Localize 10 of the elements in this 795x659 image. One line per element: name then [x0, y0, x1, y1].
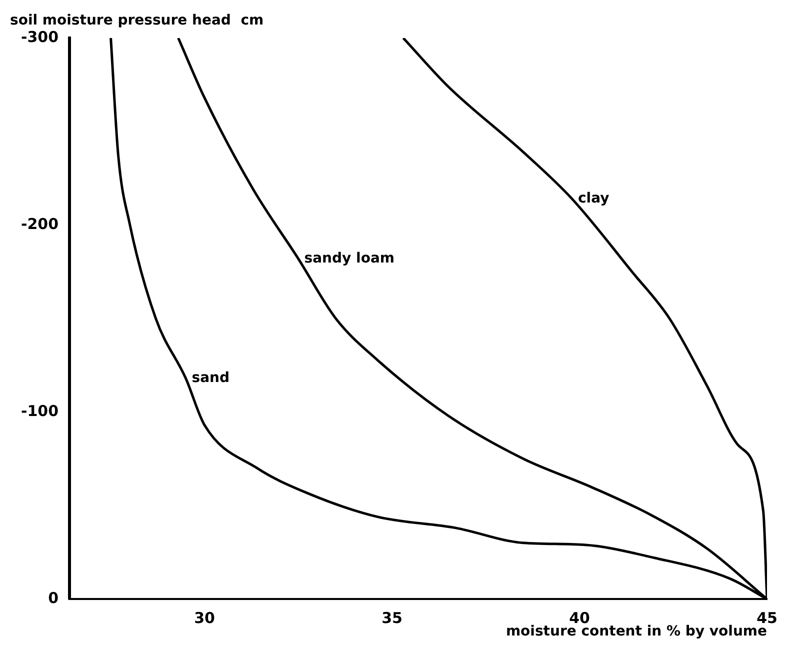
y-tick-label: -300	[20, 28, 59, 46]
series-label: sand	[192, 370, 230, 386]
series-label: clay	[578, 190, 610, 206]
series-label: sandy loam	[304, 250, 395, 266]
x-tick-label: 35	[382, 608, 402, 627]
x-tick-label: 30	[194, 608, 215, 627]
y-tick-label: 0	[48, 588, 59, 607]
y-tick-label: -100	[20, 402, 59, 420]
y-axis-title: soil moisture pressure head cm	[10, 12, 264, 29]
y-tick-label: -200	[20, 214, 59, 233]
